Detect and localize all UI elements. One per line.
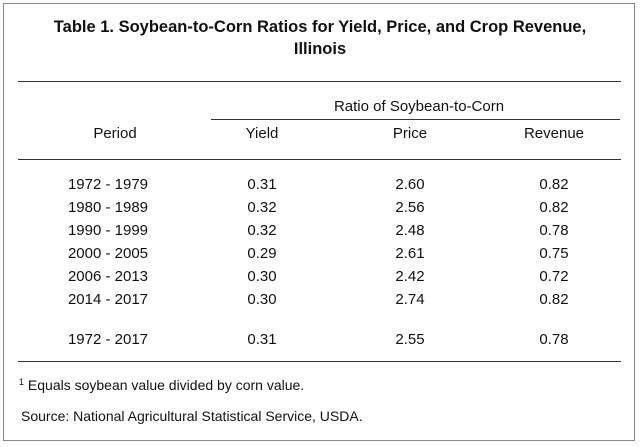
- cell-period: 2014 - 2017: [67, 291, 149, 308]
- cell-period: 1980 - 1989: [67, 199, 149, 216]
- cell-revenue: 0.72: [539, 268, 569, 285]
- cell-period: 1990 - 1999: [67, 222, 149, 239]
- cell-period: 2000 - 2005: [67, 245, 149, 262]
- table-title-line-2: Illinois: [293, 40, 347, 58]
- column-header-price: Price: [392, 125, 428, 142]
- cell-revenue: 0.82: [539, 176, 569, 193]
- column-header-period: Period: [93, 125, 137, 142]
- cell-revenue: 0.82: [539, 291, 569, 308]
- cell-period: 1972 - 2017: [67, 331, 149, 348]
- cell-revenue: 0.75: [539, 245, 569, 262]
- table-title-line-1: Table 1. Soybean-to-Corn Ratios for Yiel…: [53, 18, 587, 36]
- cell-price: 2.61: [395, 245, 425, 262]
- table-figure: Table 1. Soybean-to-Corn Ratios for Yiel…: [3, 3, 635, 441]
- column-header-revenue: Revenue: [523, 125, 585, 142]
- footnote: 1 Equals soybean value divided by corn v…: [19, 376, 304, 394]
- cell-price: 2.74: [395, 291, 425, 308]
- cell-yield: 0.30: [247, 291, 277, 308]
- header-bottom-rule: [18, 159, 621, 160]
- cell-revenue: 0.82: [539, 199, 569, 216]
- cell-yield: 0.31: [247, 331, 277, 348]
- cell-revenue: 0.78: [539, 331, 569, 348]
- column-group-header: Ratio of Soybean-to-Corn: [333, 98, 505, 115]
- column-header-yield: Yield: [245, 125, 279, 142]
- cell-price: 2.56: [395, 199, 425, 216]
- cell-price: 2.48: [395, 222, 425, 239]
- top-rule: [18, 81, 621, 82]
- footnote-text: Equals soybean value divided by corn val…: [24, 377, 305, 393]
- bottom-rule: [18, 361, 621, 362]
- source-note: Source: National Agricultural Statistica…: [21, 408, 363, 424]
- cell-price: 2.60: [395, 176, 425, 193]
- cell-yield: 0.32: [247, 222, 277, 239]
- cell-period: 2006 - 2013: [67, 268, 149, 285]
- cell-yield: 0.30: [247, 268, 277, 285]
- cell-revenue: 0.78: [539, 222, 569, 239]
- table-title: Table 1. Soybean-to-Corn Ratios for Yiel…: [4, 16, 636, 60]
- cell-yield: 0.32: [247, 199, 277, 216]
- footnote-marker: 1: [19, 377, 25, 387]
- cell-period: 1972 - 1979: [67, 176, 149, 193]
- cell-price: 2.42: [395, 268, 425, 285]
- column-group-rule: [211, 119, 620, 120]
- cell-price: 2.55: [395, 331, 425, 348]
- cell-yield: 0.29: [247, 245, 277, 262]
- cell-yield: 0.31: [247, 176, 277, 193]
